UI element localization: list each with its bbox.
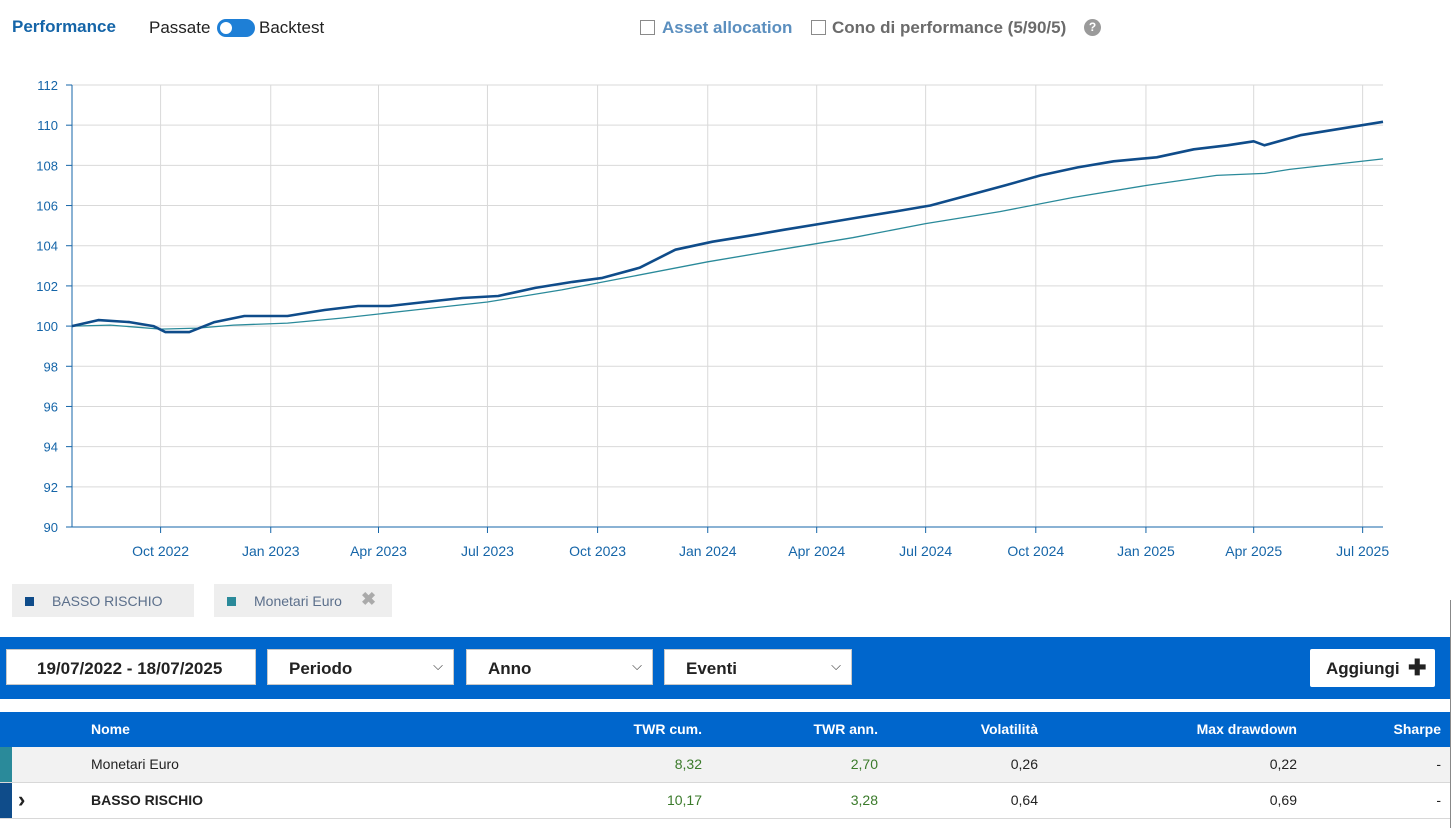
page-edge: [1450, 600, 1455, 828]
passate-backtest-toggle[interactable]: [217, 19, 255, 37]
row-color-marker: [0, 783, 12, 818]
plus-icon: ✚: [1408, 655, 1427, 680]
x-tick-label: Jan 2023: [242, 543, 300, 559]
y-tick-label: 98: [44, 359, 58, 374]
remove-series-icon[interactable]: ✖: [361, 589, 377, 609]
toggle-left-label: Passate: [149, 18, 211, 37]
table-row[interactable]: › BASSO RISCHIO 10,17 3,28 0,64 0,69 -: [0, 783, 1450, 819]
header-twr-cum[interactable]: TWR cum.: [633, 721, 702, 737]
top-bar: Performance Passate Backtest Asset alloc…: [0, 0, 1455, 55]
periodo-value: Periodo: [289, 659, 353, 678]
page-title: Performance: [12, 17, 116, 36]
x-tick-label: Oct 2022: [132, 543, 189, 559]
legend-item-monetari-euro[interactable]: Monetari Euro ✖: [214, 584, 392, 617]
asset-allocation-checkbox[interactable]: [640, 20, 655, 35]
chevron-down-icon: ⌵: [632, 658, 642, 673]
row-sharpe: -: [1436, 792, 1441, 808]
date-range-field[interactable]: 19/07/2022 - 18/07/2025: [6, 649, 256, 685]
add-button-label: Aggiungi: [1326, 659, 1400, 678]
row-twr-ann: 3,28: [850, 792, 878, 808]
y-tick-label: 94: [44, 440, 58, 455]
header-sharpe[interactable]: Sharpe: [1393, 721, 1441, 737]
row-name: Monetari Euro: [91, 756, 179, 772]
chevron-down-icon: ⌵: [433, 658, 443, 673]
header-nome[interactable]: Nome: [91, 721, 130, 737]
x-tick-label: Oct 2024: [1007, 543, 1064, 559]
header-twr-ann[interactable]: TWR ann.: [813, 721, 878, 737]
row-max-drawdown: 0,69: [1269, 792, 1297, 808]
row-twr-cum: 10,17: [666, 792, 702, 808]
legend-label: Monetari Euro: [254, 593, 342, 609]
asset-allocation-label[interactable]: Asset allocation: [662, 18, 793, 37]
row-color-marker: [0, 747, 12, 782]
y-tick-label: 110: [37, 118, 58, 133]
y-tick-label: 92: [44, 480, 58, 495]
date-range-value: 19/07/2022 - 18/07/2025: [37, 659, 223, 678]
y-tick-label: 90: [44, 520, 58, 535]
row-volatility: 0,26: [1010, 756, 1038, 772]
chevron-down-icon: ⌵: [831, 658, 841, 673]
help-icon[interactable]: ?: [1084, 19, 1101, 36]
periodo-select[interactable]: Periodo ⌵: [267, 649, 454, 685]
y-tick-label: 96: [44, 399, 58, 414]
filter-bar: 19/07/2022 - 18/07/2025 Periodo ⌵ Anno ⌵…: [0, 637, 1450, 699]
y-tick-label: 108: [36, 158, 58, 173]
eventi-select[interactable]: Eventi ⌵: [664, 649, 852, 685]
anno-value: Anno: [488, 659, 532, 678]
row-volatility: 0,64: [1010, 792, 1038, 808]
row-sharpe: -: [1436, 756, 1441, 772]
expand-chevron-icon[interactable]: ›: [18, 787, 26, 812]
x-tick-label: Jan 2025: [1117, 543, 1175, 559]
row-twr-ann: 2,70: [850, 756, 878, 772]
eventi-value: Eventi: [686, 659, 738, 678]
x-tick-label: Jul 2025: [1336, 543, 1389, 559]
row-max-drawdown: 0,22: [1269, 756, 1297, 772]
performance-chart: 90 92 94 96 98 100 102 104 106 108 110 112 Oct 2022 J…: [36, 78, 1389, 559]
y-tick-label: 100: [36, 319, 58, 334]
y-tick-label: 112: [37, 78, 58, 93]
x-tick-label: Apr 2023: [350, 543, 407, 559]
table-row[interactable]: Monetari Euro 8,32 2,70 0,26 0,22 -: [0, 747, 1450, 783]
legend-item-basso-rischio[interactable]: BASSO RISCHIO: [12, 584, 194, 617]
y-tick-label: 104: [36, 239, 58, 254]
header-max-drawdown[interactable]: Max drawdown: [1196, 721, 1297, 737]
y-tick-label: 102: [36, 279, 58, 294]
y-tick-label: 106: [36, 199, 58, 214]
toggle-knob: [220, 22, 232, 34]
x-tick-label: Jul 2024: [899, 543, 952, 559]
row-twr-cum: 8,32: [674, 756, 702, 772]
series-line-basso-rischio: [71, 120, 1384, 334]
table-header: Nome TWR cum. TWR ann. Volatilità Max dr…: [0, 712, 1450, 747]
toggle-right-label: Backtest: [259, 18, 325, 37]
x-tick-label: Apr 2024: [788, 543, 845, 559]
legend-label: BASSO RISCHIO: [52, 593, 163, 609]
add-button[interactable]: Aggiungi ✚: [1310, 649, 1435, 687]
cone-checkbox[interactable]: [811, 20, 826, 35]
x-tick-label: Jan 2024: [679, 543, 737, 559]
legend-swatch: [25, 597, 34, 606]
x-tick-label: Apr 2025: [1225, 543, 1282, 559]
x-tick-label: Jul 2023: [461, 543, 514, 559]
cone-label[interactable]: Cono di performance (5/90/5): [832, 18, 1067, 37]
legend-swatch: [227, 597, 236, 606]
anno-select[interactable]: Anno ⌵: [466, 649, 653, 685]
row-name: BASSO RISCHIO: [91, 792, 204, 808]
header-volatilita[interactable]: Volatilità: [980, 721, 1038, 737]
series-line-monetari-euro: [71, 158, 1384, 330]
x-tick-label: Oct 2023: [569, 543, 626, 559]
